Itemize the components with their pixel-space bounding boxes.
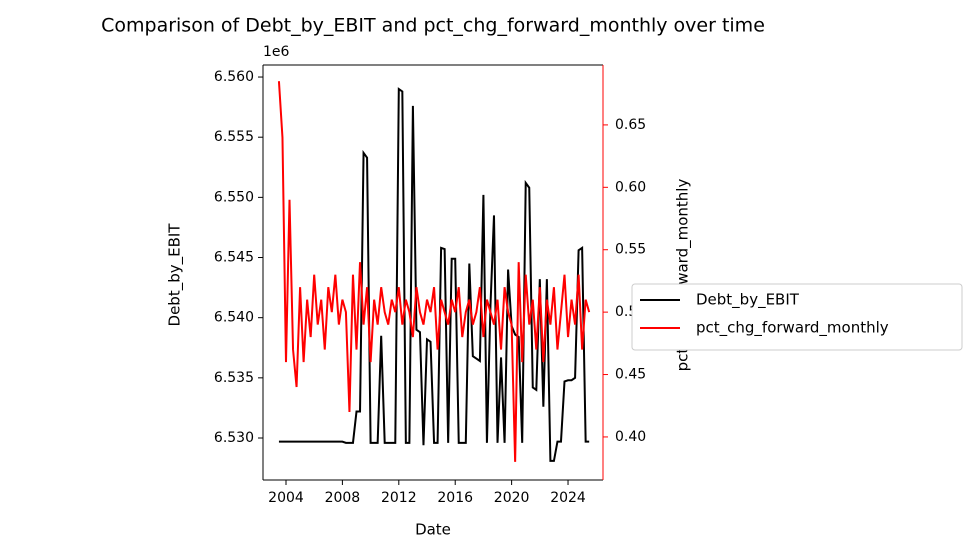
y-tick-label: 6.535 — [214, 370, 254, 386]
series-line — [277, 81, 591, 462]
y2-tick-label: 0.55 — [615, 242, 646, 258]
y2-tick-label: 0.45 — [615, 367, 646, 383]
y-tick-label: 6.560 — [214, 69, 254, 85]
series-line — [278, 87, 590, 462]
x-tick-label: 2024 — [550, 490, 586, 506]
y2-tick-label: 0.65 — [615, 117, 646, 133]
x-tick-label: 2020 — [494, 490, 530, 506]
x-tick-label: 2008 — [325, 490, 361, 506]
y-axis-label: Debt_by_EBIT — [166, 223, 185, 327]
x-tick-label: 2012 — [381, 490, 417, 506]
x-tick-label: 2004 — [268, 490, 304, 506]
legend-box — [631, 283, 963, 351]
y-tick-label: 6.555 — [214, 129, 254, 145]
y-tick-label: 6.545 — [214, 250, 254, 266]
y-tick-label: 6.530 — [214, 430, 254, 446]
y-offset-label: 1e6 — [263, 44, 290, 60]
x-axis-label: Date — [415, 521, 451, 539]
y2-tick-label: 0.60 — [615, 179, 646, 195]
y-tick-label: 6.540 — [214, 310, 254, 326]
legend-label: Debt_by_EBIT — [696, 291, 800, 310]
y-tick-label: 6.550 — [214, 189, 254, 205]
chart-title: Comparison of Debt_by_EBIT and pct_chg_f… — [101, 15, 765, 37]
y2-tick-label: 0.40 — [615, 429, 646, 445]
legend-label: pct_chg_forward_monthly — [696, 319, 889, 338]
x-tick-label: 2016 — [437, 490, 473, 506]
